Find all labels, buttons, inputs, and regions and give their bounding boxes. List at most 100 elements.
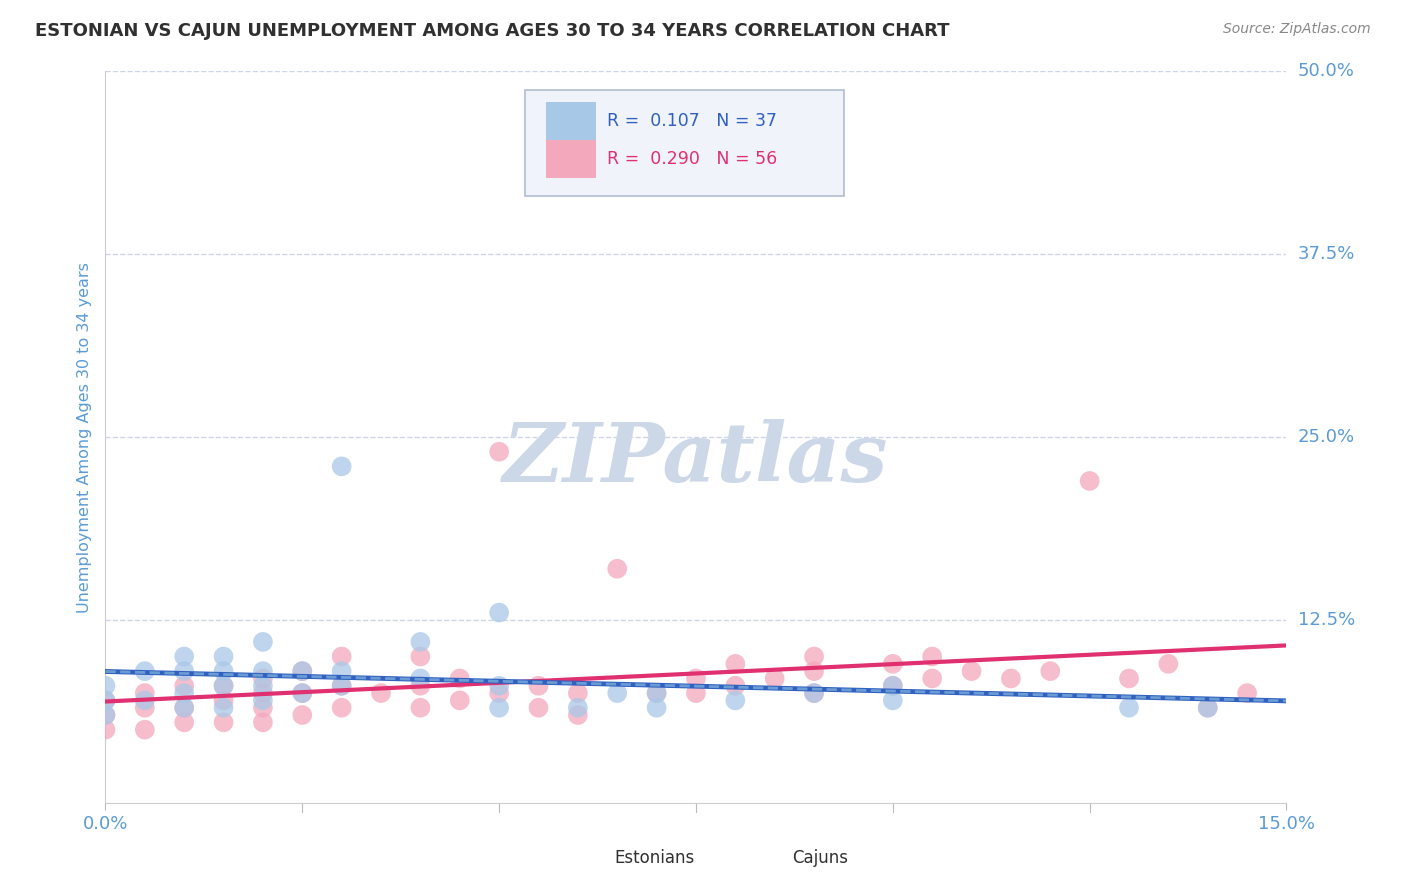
Point [567, 686, 589, 700]
Point [173, 700, 195, 714]
Point [527, 700, 550, 714]
Point [291, 708, 314, 723]
Point [882, 657, 904, 671]
Text: R =  0.107   N = 37: R = 0.107 N = 37 [607, 112, 778, 130]
Point [330, 459, 353, 474]
Point [330, 664, 353, 678]
Point [212, 693, 235, 707]
Point [803, 664, 825, 678]
Point [134, 700, 156, 714]
Point [882, 679, 904, 693]
Point [409, 672, 432, 686]
Point [173, 686, 195, 700]
Point [645, 686, 668, 700]
Point [488, 686, 510, 700]
Point [409, 649, 432, 664]
Point [330, 700, 353, 714]
Point [1197, 700, 1219, 714]
Point [291, 686, 314, 700]
Point [94, 708, 117, 723]
Text: 37.5%: 37.5% [1298, 245, 1355, 263]
Point [488, 700, 510, 714]
Point [94, 679, 117, 693]
Point [94, 693, 117, 707]
Point [1078, 474, 1101, 488]
Point [291, 664, 314, 678]
FancyBboxPatch shape [546, 140, 596, 178]
Point [291, 686, 314, 700]
Text: ZIPatlas: ZIPatlas [503, 419, 889, 499]
Point [173, 700, 195, 714]
Point [252, 679, 274, 693]
Point [134, 664, 156, 678]
Point [409, 635, 432, 649]
Point [606, 686, 628, 700]
Text: Estonians: Estonians [614, 848, 695, 867]
Point [685, 672, 707, 686]
Point [134, 686, 156, 700]
Point [94, 693, 117, 707]
Point [94, 723, 117, 737]
Text: Cajuns: Cajuns [792, 848, 848, 867]
Point [1157, 657, 1180, 671]
Point [488, 444, 510, 458]
Point [173, 664, 195, 678]
Point [252, 672, 274, 686]
Point [212, 679, 235, 693]
Text: 12.5%: 12.5% [1298, 611, 1355, 629]
Point [409, 679, 432, 693]
Point [1118, 700, 1140, 714]
Point [685, 686, 707, 700]
Point [960, 664, 983, 678]
Text: R =  0.290   N = 56: R = 0.290 N = 56 [607, 150, 778, 168]
Point [370, 686, 392, 700]
Text: 25.0%: 25.0% [1298, 428, 1355, 446]
Point [212, 664, 235, 678]
Point [173, 649, 195, 664]
Point [803, 686, 825, 700]
Point [212, 679, 235, 693]
Point [803, 686, 825, 700]
Point [252, 693, 274, 707]
Point [882, 693, 904, 707]
Point [291, 664, 314, 678]
FancyBboxPatch shape [524, 90, 844, 195]
Point [606, 562, 628, 576]
Point [212, 649, 235, 664]
Point [488, 679, 510, 693]
Point [763, 672, 786, 686]
Point [212, 715, 235, 730]
Point [1236, 686, 1258, 700]
Text: 50.0%: 50.0% [1298, 62, 1354, 80]
Point [173, 679, 195, 693]
Y-axis label: Unemployment Among Ages 30 to 34 years: Unemployment Among Ages 30 to 34 years [76, 261, 91, 613]
Point [330, 649, 353, 664]
Point [567, 708, 589, 723]
Point [488, 606, 510, 620]
Point [1197, 700, 1219, 714]
FancyBboxPatch shape [558, 843, 607, 872]
Point [252, 715, 274, 730]
Point [134, 723, 156, 737]
FancyBboxPatch shape [735, 843, 785, 872]
FancyBboxPatch shape [546, 102, 596, 140]
Point [173, 715, 195, 730]
Point [252, 686, 274, 700]
Point [567, 700, 589, 714]
Point [449, 672, 471, 686]
Point [134, 693, 156, 707]
Point [330, 679, 353, 693]
Point [882, 679, 904, 693]
Point [724, 657, 747, 671]
Point [724, 693, 747, 707]
Text: ESTONIAN VS CAJUN UNEMPLOYMENT AMONG AGES 30 TO 34 YEARS CORRELATION CHART: ESTONIAN VS CAJUN UNEMPLOYMENT AMONG AGE… [35, 22, 949, 40]
Point [252, 700, 274, 714]
Point [1118, 672, 1140, 686]
Point [1039, 664, 1062, 678]
Point [527, 679, 550, 693]
Point [803, 649, 825, 664]
Point [94, 708, 117, 723]
Point [921, 649, 943, 664]
Point [252, 635, 274, 649]
Point [645, 700, 668, 714]
